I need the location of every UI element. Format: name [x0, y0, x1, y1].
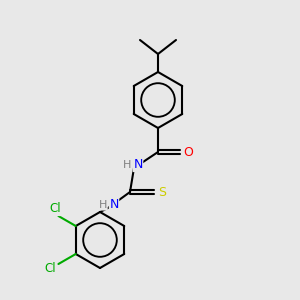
Text: H: H — [99, 200, 107, 210]
Text: N: N — [133, 158, 143, 172]
Text: S: S — [158, 185, 166, 199]
Text: H: H — [123, 160, 131, 170]
Text: O: O — [183, 146, 193, 158]
Text: N: N — [109, 199, 119, 212]
Text: Cl: Cl — [45, 262, 56, 275]
Text: Cl: Cl — [50, 202, 61, 215]
